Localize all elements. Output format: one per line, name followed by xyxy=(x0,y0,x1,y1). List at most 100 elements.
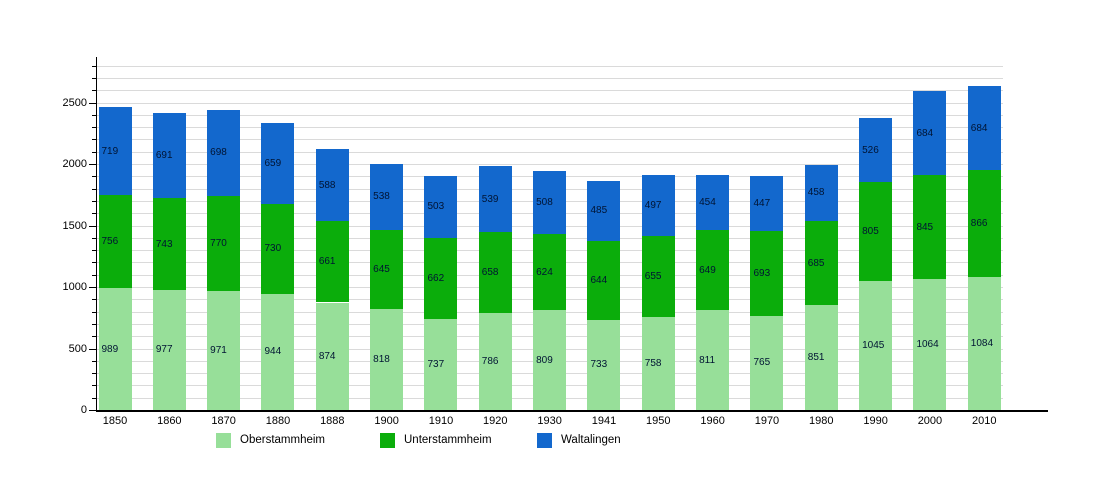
bar-1950-oberstammheim: 758 xyxy=(641,316,675,410)
bar-1870-waltalingen: 698 xyxy=(207,110,241,196)
y-tick-1600 xyxy=(92,213,97,215)
value-label-1860-unterstammheim: 743 xyxy=(155,238,173,250)
y-tick-500 xyxy=(89,348,97,350)
value-label-1870-oberstammheim: 971 xyxy=(210,344,227,356)
legend-label-unterstammheim: Unterstammheim xyxy=(404,434,492,446)
y-tick-200 xyxy=(92,385,97,387)
x-tick-label-1860: 1860 xyxy=(157,415,182,427)
value-label-1950-waltalingen: 497 xyxy=(644,200,662,212)
bar-1910-waltalingen: 503 xyxy=(424,176,458,238)
bar-1888-oberstammheim: 874 xyxy=(315,302,349,410)
y-tick-label-2500: 2500 xyxy=(62,96,87,109)
bar-1900-waltalingen: 538 xyxy=(370,163,404,231)
bar-1860-unterstammheim: 743 xyxy=(152,198,186,290)
y-axis-line xyxy=(95,57,97,411)
bar-2010-oberstammheim: 1084 xyxy=(967,276,1001,410)
value-label-1980-unterstammheim: 685 xyxy=(807,257,825,269)
bar-1960-waltalingen: 454 xyxy=(696,174,730,231)
value-label-1970-unterstammheim: 693 xyxy=(753,267,771,279)
bar-1910-oberstammheim: 737 xyxy=(424,319,458,410)
x-tick-label-1880: 1880 xyxy=(265,415,291,427)
bar-1990-waltalingen: 526 xyxy=(859,117,893,183)
y-tick-2400 xyxy=(92,114,97,116)
value-label-1850-unterstammheim: 756 xyxy=(101,236,119,248)
bar-2010-waltalingen: 684 xyxy=(967,86,1001,171)
x-tick-label-1870: 1870 xyxy=(211,415,236,427)
bar-1960-oberstammheim: 811 xyxy=(696,310,730,410)
x-tick-label-1980: 1980 xyxy=(809,415,834,427)
bar-1970-unterstammheim: 693 xyxy=(750,230,784,316)
value-label-1880-waltalingen: 659 xyxy=(264,158,282,170)
y-tick-2100 xyxy=(92,151,97,153)
bar-1850-unterstammheim: 756 xyxy=(98,195,132,289)
y-tick-2300 xyxy=(92,127,97,129)
gridline-2100 xyxy=(97,151,1003,153)
bar-1930-waltalingen: 508 xyxy=(533,171,567,234)
value-label-1870-unterstammheim: 770 xyxy=(210,237,227,249)
bar-2010-unterstammheim: 866 xyxy=(967,170,1001,277)
y-tick-800 xyxy=(92,311,97,313)
value-label-1920-unterstammheim: 658 xyxy=(481,267,499,279)
bar-1900-unterstammheim: 645 xyxy=(370,230,404,310)
y-tick-600 xyxy=(92,336,97,338)
x-tick-label-1910: 1910 xyxy=(428,415,454,427)
value-label-1941-waltalingen: 485 xyxy=(590,205,608,217)
y-tick-1000 xyxy=(89,287,97,288)
value-label-2010-waltalingen: 684 xyxy=(970,122,988,134)
bar-1880-unterstammheim: 730 xyxy=(261,204,295,294)
bar-1860-oberstammheim: 977 xyxy=(152,289,186,410)
y-tick-300 xyxy=(92,373,97,375)
value-label-1930-waltalingen: 508 xyxy=(536,196,553,208)
bar-1960-unterstammheim: 649 xyxy=(696,230,730,311)
x-tick-label-1950: 1950 xyxy=(646,415,671,427)
x-tick-label-1941: 1941 xyxy=(591,415,617,427)
bar-1980-waltalingen: 458 xyxy=(804,164,838,222)
value-label-1990-unterstammheim: 805 xyxy=(862,226,879,238)
y-tick-label-2000: 2000 xyxy=(62,158,87,170)
gridline-2200 xyxy=(97,139,1003,141)
bar-1941-unterstammheim: 644 xyxy=(587,240,621,320)
value-label-2010-oberstammheim: 1084 xyxy=(970,337,994,349)
x-tick-label-1970: 1970 xyxy=(754,415,780,427)
value-label-1880-unterstammheim: 730 xyxy=(264,243,282,255)
value-label-1950-unterstammheim: 655 xyxy=(644,270,662,282)
waltalingen-swatch xyxy=(537,433,552,448)
y-tick-2500 xyxy=(89,102,97,104)
y-tick-900 xyxy=(92,299,97,301)
x-axis-line xyxy=(95,409,1048,412)
x-tick-label-2000: 2000 xyxy=(917,415,943,427)
value-label-2000-oberstammheim: 1064 xyxy=(916,339,939,351)
y-tick-2000 xyxy=(89,164,97,165)
x-tick-label-1900: 1900 xyxy=(374,415,399,427)
gridline-2000 xyxy=(97,164,1003,165)
bar-1920-unterstammheim: 658 xyxy=(478,232,512,314)
value-label-1920-oberstammheim: 786 xyxy=(481,356,499,368)
value-label-2000-waltalingen: 684 xyxy=(916,127,934,139)
value-label-1910-waltalingen: 503 xyxy=(427,201,445,213)
gridline-2700 xyxy=(97,77,1003,79)
y-tick-1400 xyxy=(92,237,97,239)
bar-1930-unterstammheim: 624 xyxy=(533,233,567,311)
x-tick-label-1888: 1888 xyxy=(320,415,345,427)
value-label-1950-oberstammheim: 758 xyxy=(644,357,662,369)
gridline-2600 xyxy=(97,90,1003,92)
value-label-1900-unterstammheim: 645 xyxy=(373,264,390,276)
y-tick-2600 xyxy=(92,90,97,92)
bar-1888-waltalingen: 588 xyxy=(315,148,349,222)
bar-1950-waltalingen: 497 xyxy=(641,175,675,237)
y-tick-1200 xyxy=(92,262,97,264)
y-tick-2200 xyxy=(92,139,97,141)
legend-label-waltalingen: Waltalingen xyxy=(561,434,621,446)
value-label-1960-waltalingen: 454 xyxy=(699,196,716,208)
value-label-1930-oberstammheim: 809 xyxy=(536,354,553,366)
bar-2000-unterstammheim: 845 xyxy=(913,175,947,280)
y-tick-1800 xyxy=(92,188,97,190)
bar-1860-waltalingen: 691 xyxy=(152,113,186,199)
value-label-1860-waltalingen: 691 xyxy=(155,150,173,162)
bar-2000-waltalingen: 684 xyxy=(913,91,947,176)
bar-1910-unterstammheim: 662 xyxy=(424,237,458,320)
value-label-1880-oberstammheim: 944 xyxy=(264,346,282,358)
value-label-1980-oberstammheim: 851 xyxy=(807,352,825,364)
x-tick-label-1990: 1990 xyxy=(863,415,888,427)
value-label-1960-oberstammheim: 811 xyxy=(699,354,716,366)
